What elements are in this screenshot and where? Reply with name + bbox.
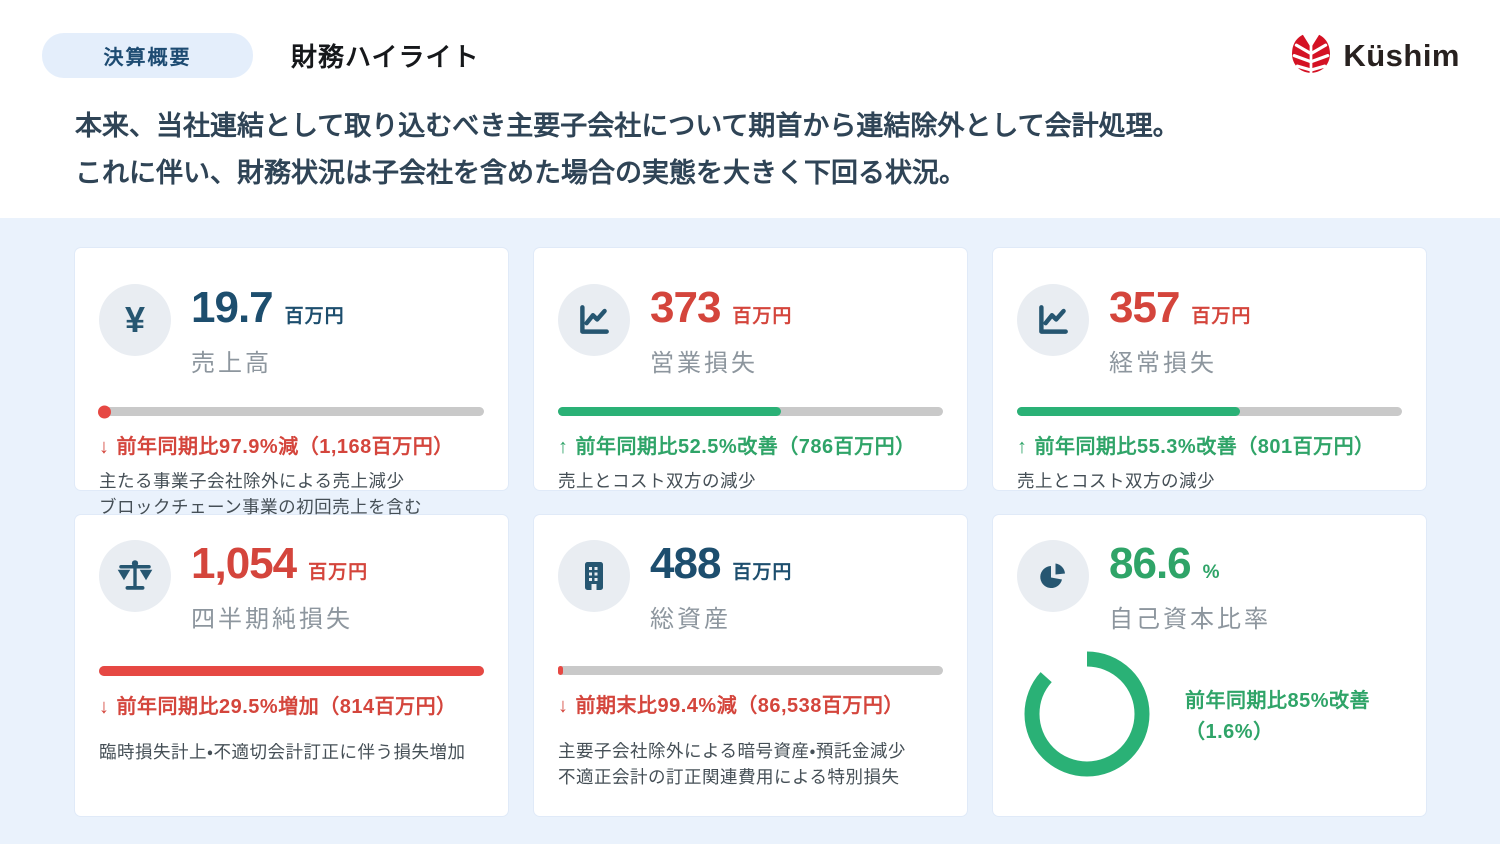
equity-ratio-donut [1017, 644, 1157, 789]
metric-value: 488 [650, 539, 721, 588]
arrow-up-icon: ↑ [558, 436, 569, 458]
metric-card-operating-loss: 373 百万円 営業損失 ↑ 前年同期比52.5%改善（786百万円） 売上とコ… [534, 248, 967, 491]
header: 決算概要 財務ハイライト Küshim [0, 0, 1500, 81]
metric-unit: 百万円 [308, 562, 369, 583]
chart-line-icon [1017, 284, 1089, 356]
metric-value: 1,054 [191, 539, 297, 588]
metric-label: 総資産 [650, 606, 731, 633]
progress-fill [558, 666, 563, 675]
intro-statement: 本来、当社連結として取り込むべき主要子会社について期首から連結除外として会計処理… [75, 103, 1425, 197]
metric-unit: 百万円 [732, 562, 793, 583]
metric-unit: 百万円 [284, 306, 345, 327]
progress-fill [1017, 407, 1241, 416]
metric-label: 四半期純損失 [191, 606, 353, 633]
metric-value: 373 [650, 283, 721, 332]
metric-label: 営業損失 [650, 350, 758, 377]
logo-wordmark: Küshim [1343, 37, 1460, 73]
progress-bar [558, 407, 943, 416]
progress-bar [99, 666, 484, 676]
change-indicator: ↑ 前年同期比52.5%改善（786百万円） [558, 436, 916, 458]
metric-card-quarterly-net-loss: 1,054 百万円 四半期純損失 ↓ 前年同期比29.5%増加（814百万円） … [75, 515, 508, 816]
change-indicator: ↑ 前年同期比55.3%改善（801百万円） [1017, 436, 1375, 458]
progress-bar [558, 666, 943, 675]
page-title: 財務ハイライト [291, 42, 480, 72]
kpi-section: ¥ 19.7 百万円 売上高 ↓ 前年同期比97.9%減（1,168 [0, 218, 1500, 844]
metric-label: 経常損失 [1109, 350, 1217, 377]
metric-label: 自己資本比率 [1109, 606, 1271, 633]
change-indicator: ↓ 前年同期比29.5%増加（814百万円） [99, 696, 457, 718]
metric-card-total-assets: 488 百万円 総資産 ↓ 前期末比99.4%減（86,538百万円） 主要子会… [534, 515, 967, 816]
metric-note: 臨時損失計上・不適切会計訂正に伴う損失増加 [99, 742, 466, 762]
arrow-down-icon: ↓ [558, 695, 569, 717]
arrow-down-icon: ↓ [99, 696, 110, 718]
kpi-grid: ¥ 19.7 百万円 売上高 ↓ 前年同期比97.9%減（1,168 [0, 218, 1500, 816]
metric-card-ordinary-loss: 357 百万円 経常損失 ↑ 前年同期比55.3%改善（801百万円） 売上とコ… [993, 248, 1426, 491]
metric-card-equity-ratio: 86.6 % 自己資本比率 前年同期比85%改善 （1.6%） [993, 515, 1426, 816]
company-logo: Küshim [1288, 30, 1460, 81]
pie-chart-icon [1017, 540, 1089, 612]
intro-line-2: これに伴い、財務状況は子会社を含めた場合の実態を大きく下回る状況。 [75, 158, 966, 188]
change-indicator: 前年同期比85%改善 （1.6%） [1185, 689, 1371, 743]
yen-icon: ¥ [99, 284, 171, 356]
section-badge: 決算概要 [42, 33, 253, 78]
metric-note: 主たる事業子会社除外による売上減少 ブロックチェーン事業の初回売上を含む [99, 471, 423, 517]
intro-line-1: 本来、当社連結として取り込むべき主要子会社について期首から連結除外として会計処理… [75, 111, 1180, 141]
scales-icon [99, 540, 171, 612]
metric-value: 86.6 [1109, 539, 1192, 588]
metric-note: 売上とコスト双方の減少 [558, 471, 756, 491]
progress-fill [558, 407, 782, 416]
chart-line-icon [558, 284, 630, 356]
metric-card-revenue: ¥ 19.7 百万円 売上高 ↓ 前年同期比97.9%減（1,168 [75, 248, 508, 517]
metric-unit: 百万円 [1191, 306, 1252, 327]
change-indicator: ↓ 前期末比99.4%減（86,538百万円） [558, 695, 904, 717]
progress-fill [99, 666, 484, 676]
arrow-up-icon: ↑ [1017, 436, 1028, 458]
metric-value: 357 [1109, 283, 1180, 332]
metric-note: 売上とコスト双方の減少 [1017, 471, 1215, 491]
metric-unit: % [1202, 562, 1221, 583]
arrow-down-icon: ↓ [99, 436, 110, 458]
metric-unit: 百万円 [732, 306, 793, 327]
metric-value: 19.7 [191, 283, 274, 332]
progress-bar [98, 405, 484, 418]
change-indicator: ↓ 前年同期比97.9%減（1,168百万円） [99, 436, 454, 458]
progress-bar [1017, 407, 1402, 416]
metric-label: 売上高 [191, 350, 272, 377]
metric-note: 主要子会社除外による暗号資産・預託金減少 不適正会計の訂正関連費用による特別損失 [558, 741, 906, 787]
progress-dot [98, 405, 111, 418]
building-icon [558, 540, 630, 612]
logo-flower-icon [1288, 30, 1334, 81]
